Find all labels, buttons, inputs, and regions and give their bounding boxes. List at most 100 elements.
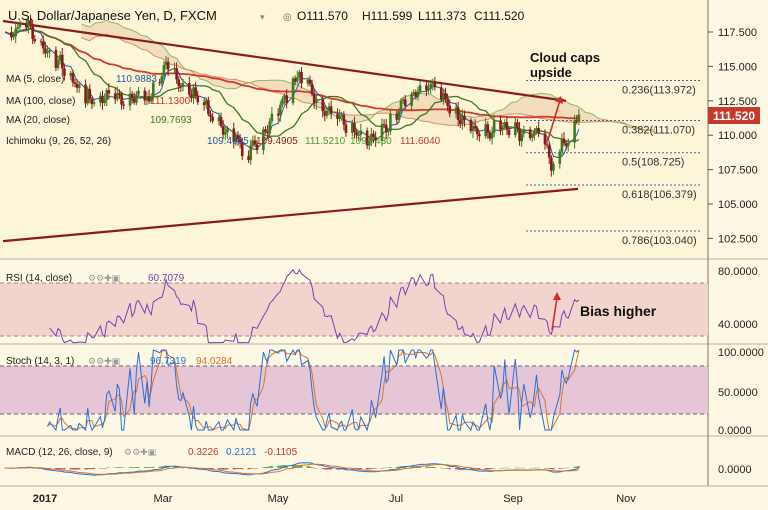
- candle: [446, 93, 449, 112]
- macd-hist-bar: [448, 468, 451, 470]
- macd-hist-bar: [251, 468, 254, 469]
- candle: [427, 82, 430, 95]
- candle: [456, 101, 460, 127]
- candle: [204, 97, 208, 110]
- macd-hist-bar: [387, 467, 390, 469]
- macd-hist-bar: [256, 468, 259, 469]
- price-tick-label: 117.500: [718, 27, 757, 39]
- candle: [431, 78, 435, 91]
- candle-body: [306, 80, 310, 84]
- candle-body: [103, 99, 106, 104]
- macd-hist-bar: [366, 468, 369, 470]
- gear-icon[interactable]: ⚙⚙✚▣: [124, 448, 156, 458]
- candle-body: [463, 115, 466, 120]
- macd-hist-bar: [469, 468, 472, 470]
- ma5-label[interactable]: MA (5, close): [6, 74, 64, 85]
- candle: [279, 100, 282, 122]
- candle-body: [207, 100, 210, 115]
- candle: [329, 100, 333, 119]
- candle-body: [24, 24, 28, 28]
- stoch-label[interactable]: Stoch (14, 3, 1): [6, 356, 74, 367]
- macd-hist-bar: [368, 468, 371, 470]
- candle: [380, 118, 384, 147]
- candle: [530, 132, 534, 142]
- candle: [264, 126, 267, 134]
- candle-body: [116, 92, 119, 100]
- ichimoku-value-5: 111.6040: [400, 136, 441, 147]
- rsi-label[interactable]: RSI (14, close): [6, 273, 72, 284]
- candle-body: [488, 132, 492, 139]
- candle: [253, 135, 257, 147]
- gear-icon[interactable]: ⚙⚙✚▣: [88, 357, 120, 367]
- candle-body: [202, 102, 206, 106]
- candle-body: [367, 141, 371, 146]
- candle: [128, 87, 132, 111]
- candle-body: [71, 72, 75, 83]
- macd-label[interactable]: MACD (12, 26, close, 9): [6, 447, 113, 458]
- macd-value-1: 0.3226: [188, 447, 219, 458]
- candle: [232, 122, 236, 149]
- macd-hist-bar: [220, 468, 223, 470]
- up-arrow-icon: [547, 99, 561, 141]
- candle: [56, 57, 60, 71]
- candle: [340, 111, 344, 121]
- macd-hist-bar: [308, 466, 311, 468]
- candle: [137, 87, 140, 97]
- cloud-annotation-line2: upside: [530, 65, 572, 80]
- fib-label: 0.618(106.379): [622, 189, 697, 201]
- candle-body: [323, 111, 327, 116]
- candle: [86, 86, 89, 106]
- candle: [149, 93, 153, 104]
- macd-hist-bar: [262, 467, 265, 468]
- candle: [475, 126, 479, 141]
- candle: [207, 96, 210, 117]
- candle: [132, 92, 136, 105]
- macd-hist-bar: [93, 468, 96, 470]
- candle-body: [444, 93, 447, 100]
- candle: [533, 128, 536, 141]
- price-legend: MA (5, close) 110.9883 MA (100, close) 1…: [6, 74, 441, 147]
- stoch-band: [0, 366, 708, 414]
- candle: [399, 98, 403, 115]
- macd-hist-bar: [389, 467, 392, 468]
- macd-hist-bar: [73, 468, 76, 470]
- macd-hist-bar: [442, 468, 445, 469]
- candle-body: [285, 95, 288, 104]
- candle-body: [135, 94, 138, 103]
- candle-body: [39, 41, 43, 43]
- candle-body: [403, 99, 407, 107]
- candle: [473, 119, 477, 132]
- macd-hist-bar: [501, 467, 504, 469]
- macd-hist-bar: [372, 468, 375, 469]
- cloud-annotation: Cloud caps upside: [530, 50, 600, 80]
- macd-hist-bar: [247, 468, 250, 470]
- candle: [520, 129, 523, 147]
- candle: [16, 22, 20, 33]
- candle: [351, 119, 354, 137]
- macd-hist-bar: [493, 468, 496, 469]
- candle-body: [266, 131, 269, 134]
- candle-body: [33, 39, 37, 42]
- candle-body: [232, 128, 236, 142]
- price-tick-label: 110.000: [718, 130, 757, 142]
- candle: [33, 35, 37, 44]
- ichimoku-label[interactable]: Ichimoku (9, 26, 52, 26): [6, 136, 111, 147]
- chart-title[interactable]: U.S. Dollar/Japanese Yen, D, FXCM: [8, 8, 217, 23]
- macd-hist-bar: [133, 467, 136, 468]
- gear-icon[interactable]: ⚙⚙✚▣: [88, 274, 120, 284]
- candle-body: [113, 93, 117, 100]
- ma100-label[interactable]: MA (100, close): [6, 96, 75, 107]
- macd-hist-bar: [57, 468, 60, 470]
- ma20-label[interactable]: MA (20, close): [6, 115, 70, 126]
- chevron-down-icon[interactable]: ▾: [260, 13, 265, 23]
- macd-hist-bar: [537, 467, 540, 469]
- candle-body: [329, 106, 333, 115]
- circle-icon[interactable]: ◎: [283, 12, 292, 23]
- candle-body: [63, 68, 66, 76]
- candle-body: [226, 128, 229, 133]
- candle-body: [27, 20, 30, 28]
- candle: [113, 87, 117, 105]
- candle: [469, 117, 473, 134]
- candle: [310, 79, 314, 97]
